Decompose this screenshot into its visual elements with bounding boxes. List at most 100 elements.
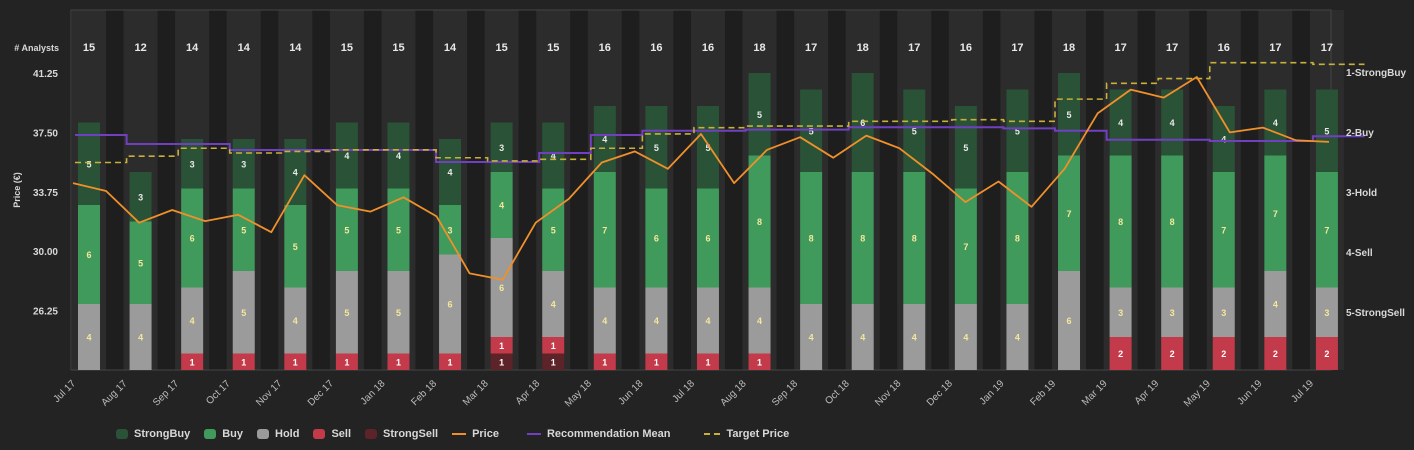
bar-value-label: 6 — [705, 234, 710, 244]
bar-value-label: 8 — [1015, 234, 1020, 244]
legend-rec-mean-label: Recommendation Mean — [546, 428, 671, 440]
analyst-count: 17 — [1114, 42, 1126, 54]
legend-buy[interactable]: Buy — [204, 428, 243, 440]
bar-value-label: 1 — [705, 357, 710, 367]
bar-strongbuy — [181, 139, 204, 189]
legend-price[interactable]: Price — [452, 428, 499, 440]
bar-value-label: 6 — [654, 234, 659, 244]
bar-buy — [335, 188, 358, 271]
bar-buy — [1264, 155, 1287, 271]
bar-hold — [1315, 287, 1338, 337]
bar-sell — [1109, 337, 1132, 370]
bar-hold — [1264, 271, 1287, 337]
bar-hold — [593, 287, 616, 354]
bar-value-label: 7 — [1273, 209, 1278, 219]
rating-axis-label: 5-StrongSell — [1346, 308, 1405, 319]
bar-hold — [387, 271, 410, 354]
bar-value-label: 8 — [1170, 217, 1175, 227]
bar-value-label: 5 — [241, 308, 246, 318]
analyst-count: 18 — [753, 42, 765, 54]
bar-buy — [1058, 155, 1081, 271]
bar-value-label: 8 — [912, 234, 917, 244]
bar-buy — [1161, 155, 1184, 288]
bar-strongbuy — [78, 122, 100, 205]
bar-value-label: 5 — [293, 242, 298, 252]
x-tick-label: Feb 19 — [1028, 378, 1058, 408]
bar-buy — [903, 172, 926, 304]
bar-strongbuy — [542, 122, 565, 189]
bar-strongbuy — [593, 106, 616, 172]
bar-strongbuy — [748, 73, 771, 156]
bar-hold — [542, 271, 565, 337]
bar-value-label: 5 — [654, 143, 659, 153]
bar-value-label: 4 — [860, 333, 865, 343]
bar-value-label: 4 — [1273, 300, 1278, 310]
analyst-count: 12 — [134, 42, 146, 54]
legend-strongsell[interactable]: StrongSell — [365, 428, 438, 440]
bar-buy — [593, 172, 616, 288]
bar-buy — [181, 188, 204, 288]
bar-value-label: 4 — [396, 151, 401, 161]
bar-value-label: 5 — [1015, 126, 1020, 136]
bar-value-label: 3 — [1118, 308, 1123, 318]
bar-value-label: 5 — [396, 225, 401, 235]
bar-value-label: 3 — [138, 192, 143, 202]
bar-value-label: 7 — [1324, 225, 1329, 235]
bar-sell — [645, 353, 668, 370]
bar-value-label: 6 — [499, 283, 504, 293]
bar-value-label: 5 — [551, 225, 556, 235]
legend-target-label: Target Price — [726, 428, 790, 440]
x-tick-label: Mar 18 — [461, 378, 491, 408]
bar-value-label: 1 — [602, 357, 607, 367]
bar-sell — [1315, 337, 1338, 370]
legend-buy-label: Buy — [222, 428, 244, 440]
bar-buy — [1109, 155, 1132, 288]
bar-value-label: 7 — [1067, 209, 1072, 219]
price-tick-label: 33.75 — [33, 188, 58, 199]
bar-value-label: 1 — [499, 357, 504, 367]
legend-sell[interactable]: Sell — [313, 428, 351, 440]
bar-value-label: 3 — [190, 159, 195, 169]
legend-rec-mean[interactable]: Recommendation Mean — [526, 428, 671, 440]
bar-hold — [1006, 304, 1029, 370]
bar-value-label: 1 — [551, 341, 556, 351]
bar-hold — [696, 287, 719, 354]
bar-value-label: 1 — [241, 357, 246, 367]
x-tick-label: Jul 19 — [1289, 378, 1316, 405]
buy-swatch — [204, 429, 217, 439]
y-axis-title: Price (€) — [12, 172, 22, 208]
analysts-row-label: # Analysts — [14, 43, 59, 53]
bar-value-label: 7 — [963, 242, 968, 252]
legend-hold[interactable]: Hold — [257, 428, 299, 440]
bar-hold — [1161, 287, 1184, 337]
bar-value-label: 4 — [654, 316, 659, 326]
bar-sell — [1264, 337, 1287, 370]
legend-strongbuy[interactable]: StrongBuy — [116, 428, 190, 440]
bar-value-label: 2 — [1118, 349, 1123, 359]
analyst-count: 17 — [908, 42, 920, 54]
bar-value-label: 5 — [705, 143, 710, 153]
x-tick-label: Jul 17 — [51, 378, 78, 405]
analyst-count: 17 — [1269, 42, 1281, 54]
bar-value-label: 1 — [654, 357, 659, 367]
bar-hold — [181, 287, 204, 354]
bar-strongbuy — [439, 139, 462, 205]
bar-buy — [232, 188, 255, 271]
analyst-count: 15 — [496, 42, 508, 54]
bar-value-label: 6 — [190, 234, 195, 244]
bar-value-label: 7 — [602, 225, 607, 235]
bar-value-label: 8 — [809, 234, 814, 244]
legend-target[interactable]: Target Price — [704, 428, 789, 440]
bar-value-label: 1 — [396, 357, 401, 367]
bar-value-label: 4 — [293, 168, 298, 178]
bar-buy — [645, 188, 668, 288]
sell-swatch — [313, 429, 326, 439]
x-tick-label: Nov 18 — [873, 378, 903, 408]
analyst-count: 14 — [238, 42, 251, 54]
x-tick-label: Jun 18 — [616, 378, 645, 407]
bar-value-label: 4 — [809, 333, 814, 343]
recommendation-mean-line — [75, 126, 1365, 163]
bar-value-label: 5 — [396, 308, 401, 318]
bar-value-label: 5 — [757, 110, 762, 120]
price-tick-label: 30.00 — [33, 247, 58, 258]
